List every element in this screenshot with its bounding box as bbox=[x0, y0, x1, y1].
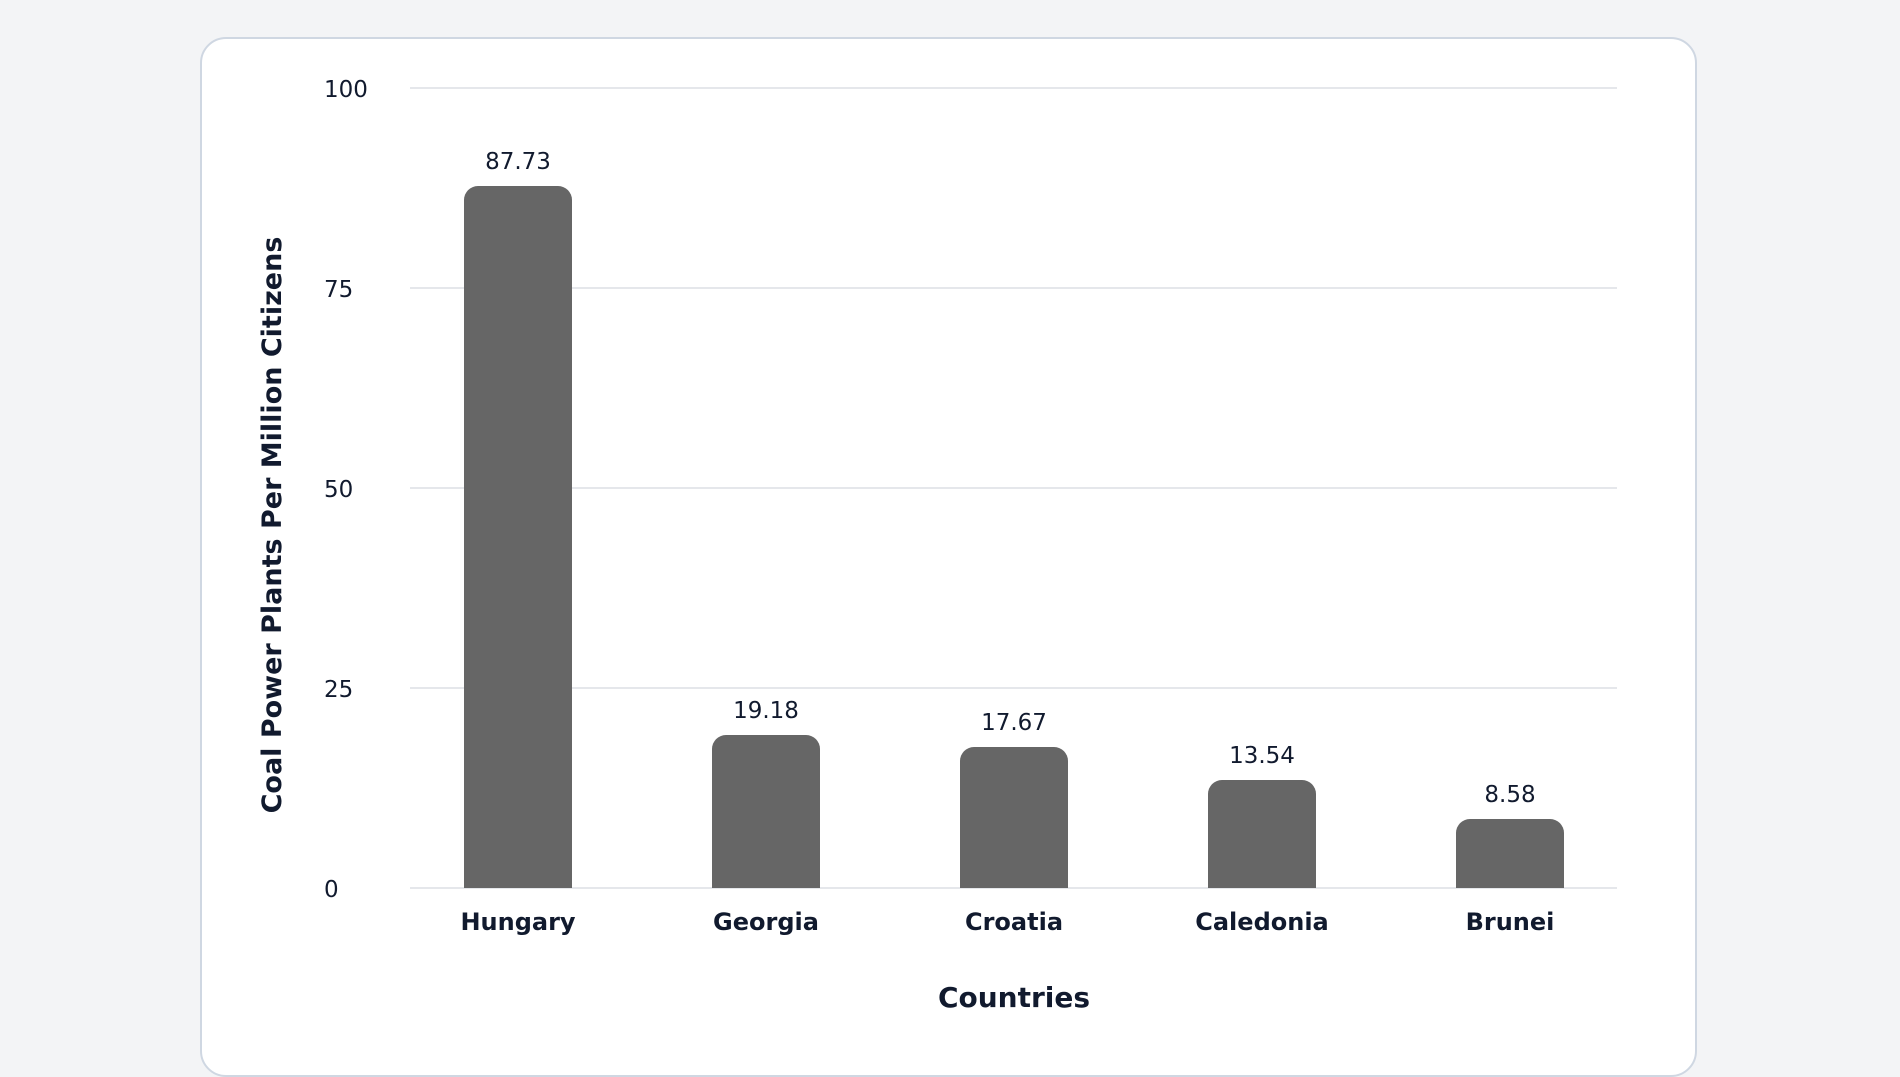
y-tick-label: 25 bbox=[324, 677, 354, 703]
gridline-0 bbox=[410, 887, 1617, 889]
x-axis-title: Countries bbox=[937, 981, 1091, 1014]
bar-chart: 100 75 50 25 0 Coal Power Plants Per Mil… bbox=[257, 77, 1617, 1014]
gridline-25 bbox=[410, 687, 1617, 689]
x-tick-label: Hungary bbox=[460, 908, 576, 936]
x-tick-label: Georgia bbox=[713, 908, 819, 936]
y-tick-label: 50 bbox=[324, 477, 354, 503]
bar-caledonia bbox=[1208, 779, 1316, 888]
y-tick-label: 0 bbox=[324, 877, 339, 903]
bar-value-label: 17.67 bbox=[981, 709, 1047, 736]
bar-brunei bbox=[1456, 819, 1564, 888]
bar-croatia bbox=[960, 746, 1068, 888]
gridline-50 bbox=[410, 487, 1617, 489]
bar-value-label: 87.73 bbox=[485, 149, 551, 176]
bar-value-label: 8.58 bbox=[1484, 782, 1536, 809]
y-tick-label: 100 bbox=[324, 77, 368, 103]
bar-georgia bbox=[712, 734, 820, 888]
x-tick-label: Brunei bbox=[1465, 908, 1555, 936]
y-tick-label: 75 bbox=[324, 277, 354, 303]
x-tick-label: Caledonia bbox=[1195, 908, 1329, 936]
bar-value-label: 13.54 bbox=[1229, 742, 1295, 769]
chart-card bbox=[200, 37, 1697, 1077]
y-axis-title: Coal Power Plants Per Million Citizens bbox=[257, 236, 288, 814]
x-tick-label: Croatia bbox=[964, 908, 1064, 936]
gridline-75 bbox=[410, 287, 1617, 289]
bar-hungary bbox=[464, 186, 572, 888]
gridline-100 bbox=[410, 87, 1617, 89]
bar-value-label: 19.18 bbox=[733, 697, 799, 724]
